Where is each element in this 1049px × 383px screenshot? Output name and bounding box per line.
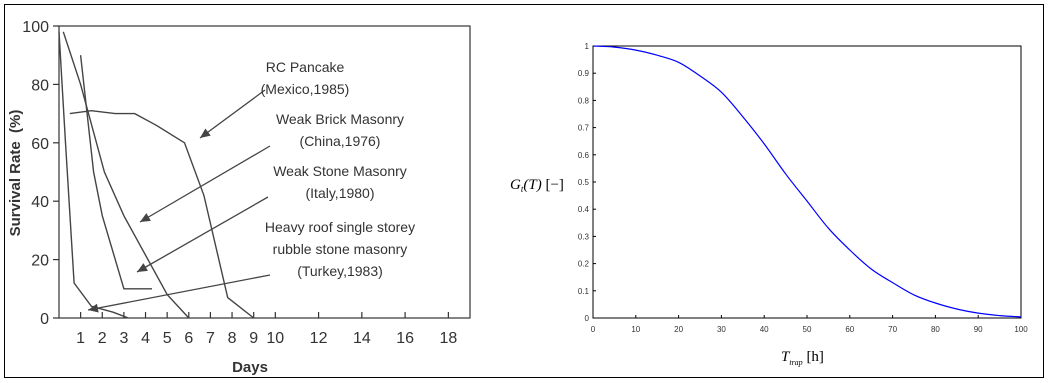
survival-series-line-1 (58, 31, 129, 319)
annotation-4: Heavy roof single storey rubble stone mas… (265, 219, 415, 279)
annotation-arrow-4 (87, 274, 271, 311)
x-tick-label: 7 (206, 330, 215, 347)
annotation-arrow-1 (199, 89, 266, 139)
x-tick-label: 12 (310, 330, 328, 347)
y-tick-label: 20 (31, 253, 49, 270)
y-tick-label: 80 (31, 77, 49, 94)
arrow-head (140, 213, 151, 222)
annotation-arrow-2 (139, 145, 271, 223)
x-tick-label: 2 (98, 330, 107, 347)
x-tick-label: 16 (396, 330, 414, 347)
annotation-line: Heavy roof single storey (265, 219, 415, 235)
y-tick-label: 100 (22, 19, 49, 36)
survival-series-line-3 (62, 31, 190, 319)
y-tick-label: 60 (31, 136, 49, 153)
annotation-line: (Mexico,1985) (261, 81, 350, 97)
annotation-1: RC Pancake (Mexico,1985) (261, 59, 350, 97)
annotation-line: Weak Stone Masonry (273, 163, 407, 179)
x-axis-label: Days (232, 359, 268, 376)
arrow-head (88, 303, 99, 313)
x-tick-label: 3 (119, 330, 128, 347)
x-tick-label: 4 (141, 330, 150, 347)
x-tick-label: 10 (266, 330, 284, 347)
plot-area-frame (58, 25, 471, 319)
annotation-line: (Turkey,1983) (297, 263, 383, 279)
annotation-line: Weak Brick Masonry (276, 111, 404, 127)
survival-series-line-4 (69, 109, 255, 319)
y-tick-label: 0 (40, 311, 49, 328)
y-axis-label: Survival Rate (%) (7, 110, 24, 237)
x-tick-label: 14 (353, 330, 371, 347)
x-tick-label: 9 (249, 330, 258, 347)
arrow-head (137, 263, 148, 272)
x-tick-label: 1 (76, 330, 85, 347)
x-tick-label: 6 (184, 330, 193, 347)
x-tick-label: 18 (439, 330, 457, 347)
annotation-line: RC Pancake (266, 59, 345, 75)
x-tick-label: 8 (228, 330, 237, 347)
arrow-head (200, 128, 211, 138)
annotation-line: rubble stone masonry (273, 241, 408, 257)
annotation-arrow-3 (136, 196, 269, 273)
y-tick-label: 40 (31, 194, 49, 211)
annotation-line: (Italy,1980) (306, 185, 375, 201)
x-tick-label: 5 (163, 330, 172, 347)
annotation-3: Weak Stone Masonry (Italy,1980) (273, 163, 407, 201)
survival-series-line-2 (79, 55, 152, 290)
annotation-2: Weak Brick Masonry (China,1976) (276, 111, 404, 149)
annotation-line: (China,1976) (300, 133, 381, 149)
